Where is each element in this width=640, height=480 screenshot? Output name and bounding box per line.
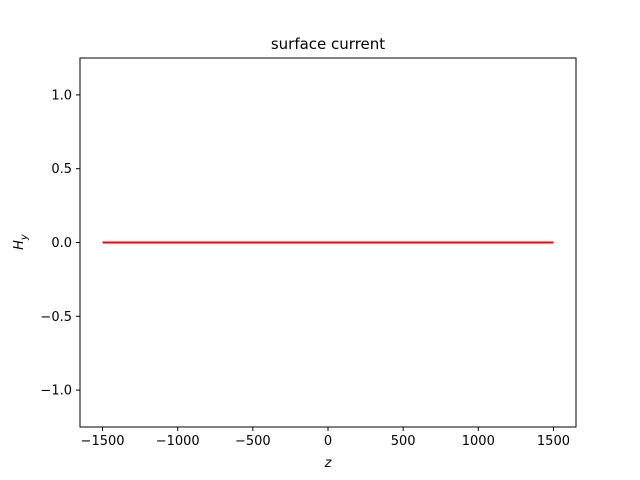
y-axis-label-subscript: y <box>19 233 30 241</box>
x-tick-label: 1500 <box>537 434 570 449</box>
y-axis: −1.0 −0.5 0.0 0.5 1.0 <box>40 88 80 399</box>
chart-title: surface current <box>271 35 385 53</box>
x-tick-label: 0 <box>324 434 332 449</box>
y-axis-label-main: H <box>12 240 27 250</box>
y-tick-label: 0.0 <box>51 236 72 251</box>
y-tick-label: 1.0 <box>51 88 72 103</box>
y-tick-label: 0.5 <box>51 162 72 177</box>
x-tick-label: 1000 <box>462 434 495 449</box>
x-axis: −1500 −1000 −500 0 500 1000 1500 <box>81 427 570 449</box>
x-tick-label: 500 <box>391 434 416 449</box>
x-axis-label: z <box>324 456 333 471</box>
y-tick-label: −1.0 <box>40 384 72 399</box>
x-tick-label: −500 <box>235 434 271 449</box>
y-axis-label: Hy <box>12 233 30 250</box>
x-tick-label: −1500 <box>81 434 125 449</box>
x-tick-label: −1000 <box>156 434 200 449</box>
y-tick-label: −0.5 <box>40 310 72 325</box>
